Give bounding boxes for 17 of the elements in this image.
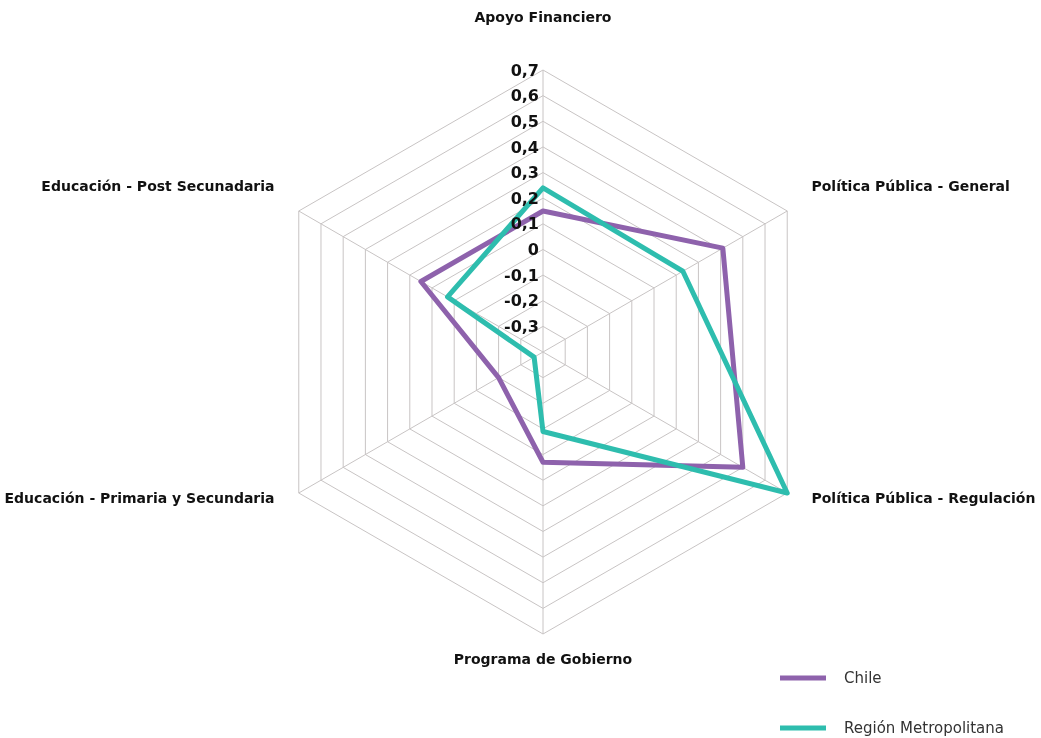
- spoke-label: Programa de Gobierno: [453, 651, 633, 667]
- y-tick-label: 0,7: [510, 60, 539, 80]
- y-tick-label: 0,4: [510, 137, 539, 157]
- spoke-label: Apoyo Financiero: [474, 9, 612, 25]
- y-tick-label: -0,1: [504, 265, 539, 285]
- y-tick-label: 0: [527, 240, 539, 260]
- y-tick-label: 0,6: [510, 86, 539, 106]
- legend-label: Chile: [844, 669, 882, 688]
- y-tick-label: 0,5: [510, 111, 539, 131]
- y-tick-label: 0,3: [510, 163, 539, 183]
- legend-label: Región Metropolitana: [844, 719, 1004, 738]
- y-tick-label: -0,2: [504, 291, 539, 311]
- spoke-label: Educación - Post Secunadaria: [41, 178, 275, 194]
- spoke-label: Política Pública - General: [811, 178, 1010, 194]
- y-tick-label: -0,3: [504, 316, 539, 336]
- spoke-label: Política Pública - Regulación: [811, 490, 1036, 506]
- spoke-label: Educación - Primaria y Secundaria: [4, 490, 275, 506]
